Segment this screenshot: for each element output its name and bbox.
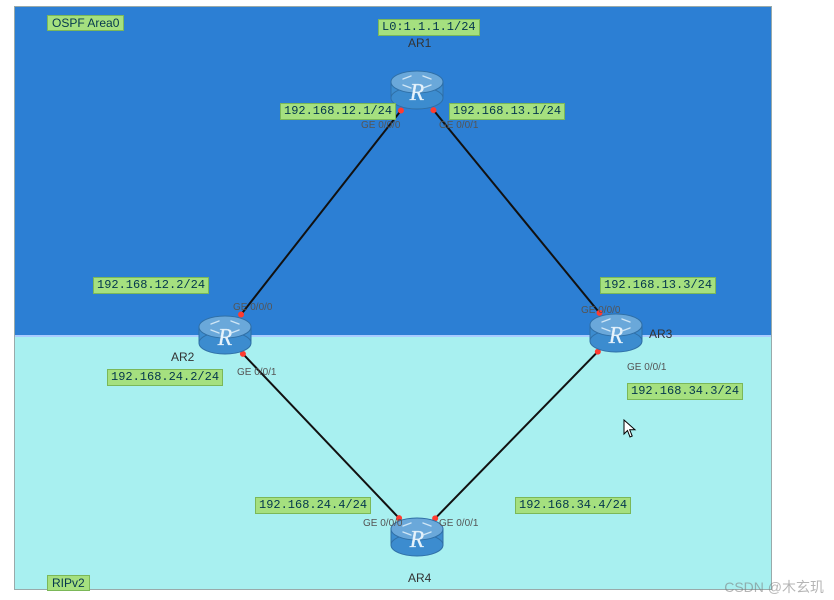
ip-ar3-ge001: 192.168.34.3/24 [627,383,743,400]
port-ar3-ge000: GE 0/0/0 [581,306,620,316]
ip-ar1-ge000: 192.168.12.1/24 [280,103,396,120]
port-ar2-ge001: GE 0/0/1 [237,368,276,378]
watermark: CSDN @木玄玑 [724,580,824,594]
svg-text:R: R [409,80,425,106]
svg-text:R: R [409,527,425,553]
port-ar2-ge000: GE 0/0/0 [233,303,272,313]
port-ar3-ge001: GE 0/0/1 [627,363,666,373]
device-label-ar2: AR2 [171,351,194,363]
svg-text:R: R [217,325,233,351]
port-ar4-ge000: GE 0/0/0 [363,519,402,529]
port-ar4-ge001: GE 0/0/1 [439,519,478,529]
device-label-ar4: AR4 [408,572,431,584]
canvas-svg: R R R R [15,7,771,589]
diagram-stage: R R R R OSPF Area0 RIPv2 AR1 AR2 AR3 AR4 L0… [14,6,772,590]
ip-ar2-ge001: 192.168.24.2/24 [107,369,223,386]
svg-text:R: R [608,323,624,349]
zone-label-rip: RIPv2 [47,575,90,591]
port-ar1-ge001: GE 0/0/1 [439,121,478,131]
ip-ar2-ge000: 192.168.12.2/24 [93,277,209,294]
ip-ar4-ge000: 192.168.24.4/24 [255,497,371,514]
device-label-ar1: AR1 [408,37,431,49]
ip-ar4-ge001: 192.168.34.4/24 [515,497,631,514]
ip-ar3-ge000: 192.168.13.3/24 [600,277,716,294]
mouse-cursor-icon [623,419,637,439]
loopback-ar1: L0:1.1.1.1/24 [378,19,480,36]
device-label-ar3: AR3 [649,328,672,340]
ip-ar1-ge001: 192.168.13.1/24 [449,103,565,120]
zone-label-ospf: OSPF Area0 [47,15,124,31]
port-ar1-ge000: GE 0/0/0 [361,121,400,131]
